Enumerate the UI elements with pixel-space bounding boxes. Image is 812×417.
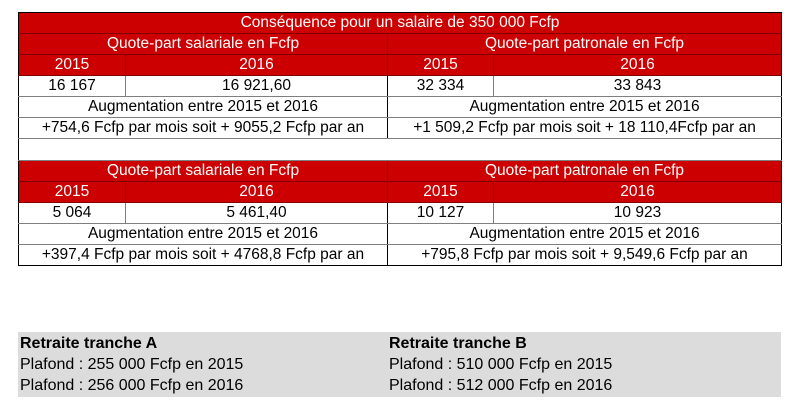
augmentation-label: Augmentation entre 2015 et 2016 <box>386 96 783 118</box>
patronal-header: Quote-part patronale en Fcfp <box>386 160 783 182</box>
augmentation-label: Augmentation entre 2015 et 2016 <box>386 223 783 245</box>
section2-values-row: 5 064 5 461,40 10 127 10 923 <box>18 202 783 224</box>
section1-augmentation-row: +754,6 Fcfp par mois soit + 9055,2 Fcfp … <box>18 117 783 139</box>
empty-cell <box>17 138 783 161</box>
table-title: Conséquence pour un salaire de 350 000 F… <box>17 12 783 34</box>
spacer-row <box>17 138 783 161</box>
value-cell: 32 334 <box>387 75 494 97</box>
tranche-b-line: Plafond : 512 000 Fcfp en 2016 <box>389 377 613 394</box>
augmentation-patronal: +795,8 Fcfp par mois soit + 9,549,6 Fcfp… <box>386 244 783 266</box>
value-cell: 16 921,60 <box>125 75 388 97</box>
section1-header-row: Quote-part salariale en Fcfp Quote-part … <box>18 33 783 55</box>
section2-header-row: Quote-part salariale en Fcfp Quote-part … <box>18 160 783 182</box>
year-cell: 2015 <box>387 54 494 76</box>
year-cell: 2016 <box>492 54 783 76</box>
year-cell: 2015 <box>18 54 126 76</box>
contribution-table: Conséquence pour un salaire de 350 000 F… <box>17 12 783 266</box>
retirement-notes: Retraite tranche A Plafond : 255 000 Fcf… <box>18 332 781 397</box>
year-cell: 2016 <box>125 54 388 76</box>
section1-values-row: 16 167 16 921,60 32 334 33 843 <box>18 75 783 97</box>
augmentation-label: Augmentation entre 2015 et 2016 <box>18 96 388 118</box>
value-cell: 10 923 <box>492 202 783 224</box>
year-cell: 2015 <box>18 181 126 203</box>
section2-augmentation-row: +397,4 Fcfp par mois soit + 4768,8 Fcfp … <box>18 244 783 266</box>
augmentation-patronal: +1 509,2 Fcfp par mois soit + 18 110,4Fc… <box>386 117 783 139</box>
value-cell: 5 064 <box>18 202 126 224</box>
tranche-a-line: Plafond : 255 000 Fcfp en 2015 <box>20 356 244 373</box>
salarial-header: Quote-part salariale en Fcfp <box>18 160 388 182</box>
section1-augmentation-label-row: Augmentation entre 2015 et 2016 Augmenta… <box>18 96 783 118</box>
year-cell: 2016 <box>492 181 783 203</box>
tranche-a-block: Retraite tranche A Plafond : 255 000 Fcf… <box>20 333 243 396</box>
section1-years-row: 2015 2016 2015 2016 <box>18 54 783 76</box>
value-cell: 33 843 <box>492 75 783 97</box>
tranche-b-block: Retraite tranche B Plafond : 510 000 Fcf… <box>389 333 612 396</box>
value-cell: 5 461,40 <box>125 202 388 224</box>
section2-years-row: 2015 2016 2015 2016 <box>18 181 783 203</box>
value-cell: 16 167 <box>18 75 126 97</box>
augmentation-label: Augmentation entre 2015 et 2016 <box>18 223 388 245</box>
tranche-b-title: Retraite tranche B <box>389 335 527 352</box>
tranche-b-line: Plafond : 510 000 Fcfp en 2015 <box>389 356 613 373</box>
augmentation-salarial: +754,6 Fcfp par mois soit + 9055,2 Fcfp … <box>18 117 388 139</box>
salarial-header: Quote-part salariale en Fcfp <box>18 33 388 55</box>
augmentation-salarial: +397,4 Fcfp par mois soit + 4768,8 Fcfp … <box>18 244 388 266</box>
patronal-header: Quote-part patronale en Fcfp <box>386 33 783 55</box>
table-title-row: Conséquence pour un salaire de 350 000 F… <box>17 12 783 34</box>
value-cell: 10 127 <box>387 202 494 224</box>
section2-augmentation-label-row: Augmentation entre 2015 et 2016 Augmenta… <box>18 223 783 245</box>
year-cell: 2015 <box>387 181 494 203</box>
tranche-a-line: Plafond : 256 000 Fcfp en 2016 <box>20 377 244 394</box>
tranche-a-title: Retraite tranche A <box>20 335 158 352</box>
year-cell: 2016 <box>125 181 388 203</box>
